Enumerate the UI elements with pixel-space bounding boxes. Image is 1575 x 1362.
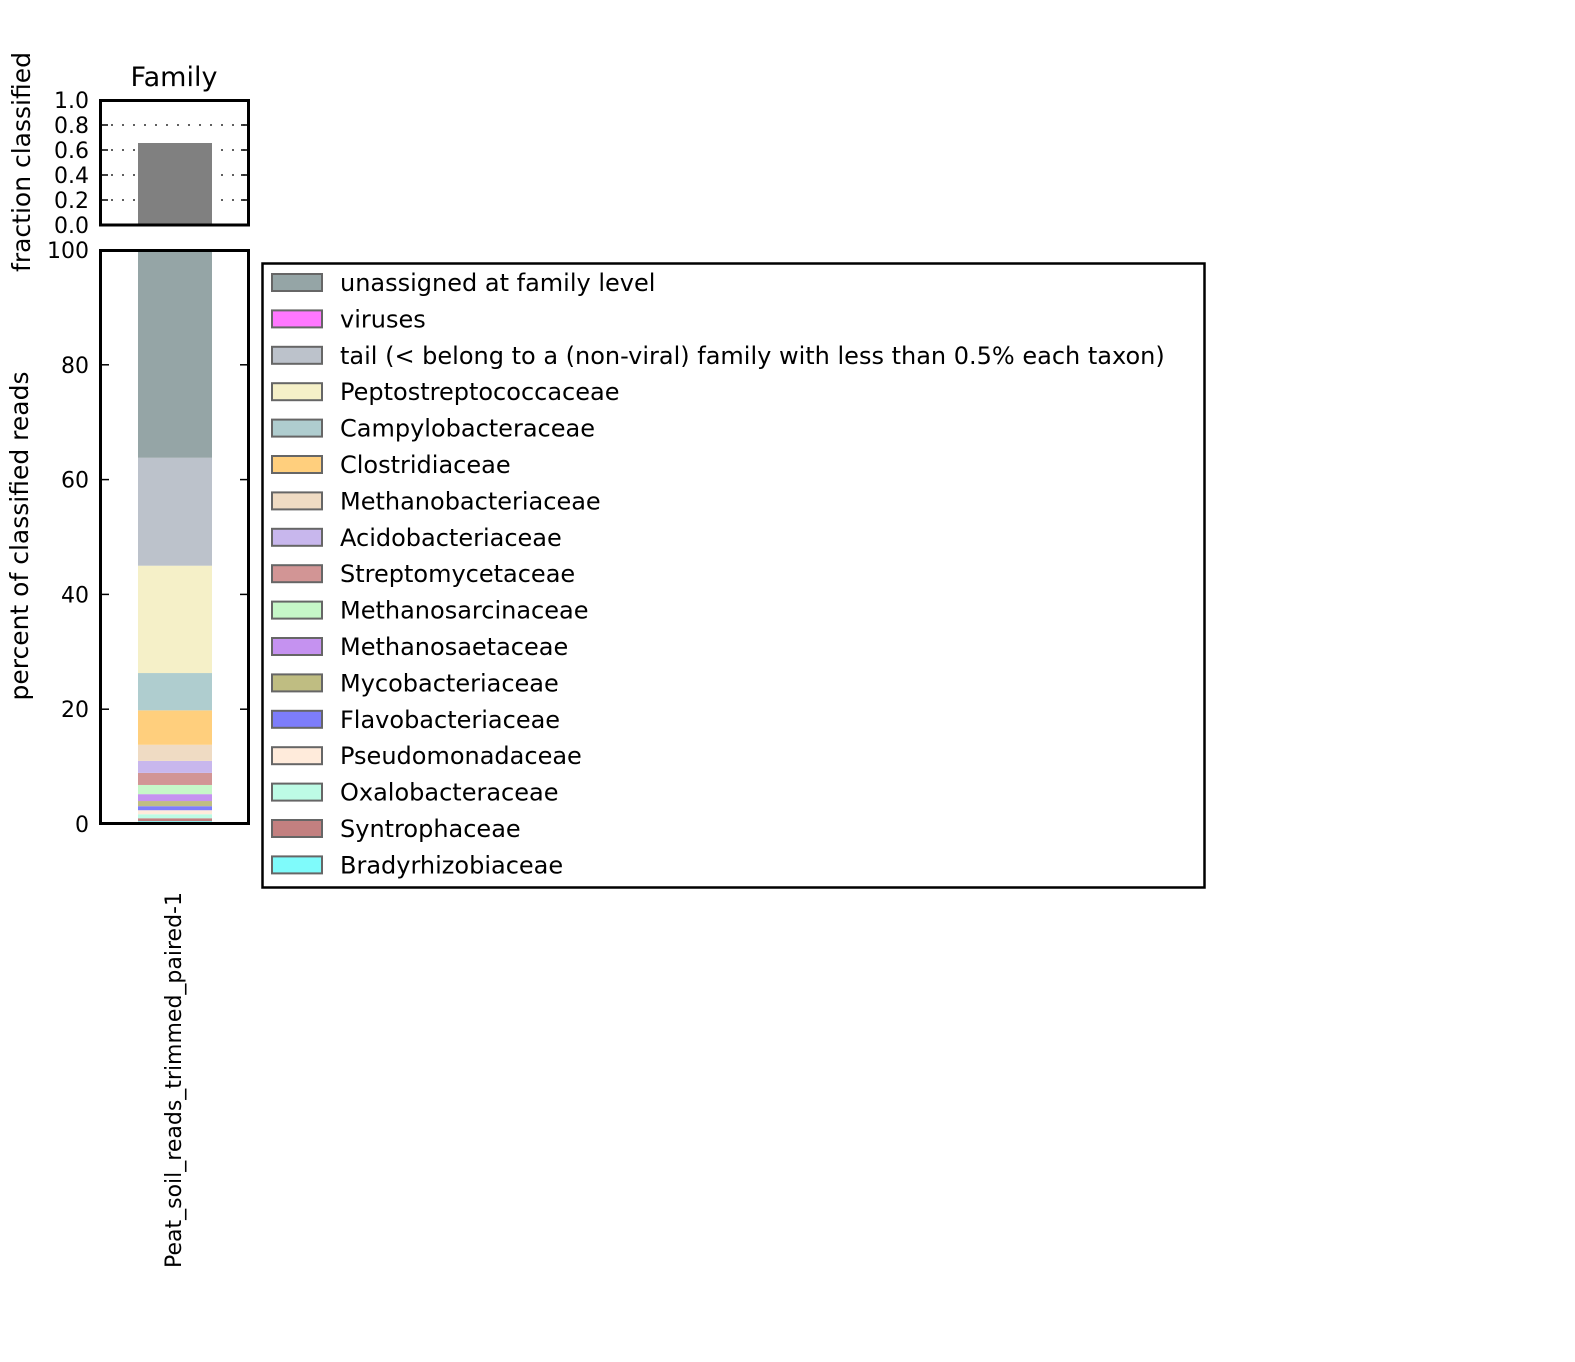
- bar-segment-pseudomonadaceae: [138, 810, 212, 815]
- legend-swatch: [271, 673, 323, 693]
- legend-label: Clostridiaceae: [340, 451, 511, 479]
- legend-item: Methanosarcinaceae: [271, 597, 588, 625]
- x-tick-label: Peat_soil_reads_trimmed_paired-1: [162, 892, 187, 1268]
- legend-swatch: [271, 527, 323, 547]
- legend-item: unassigned at family level: [271, 269, 655, 297]
- legend-label: Flavobacteriaceae: [340, 706, 560, 734]
- legend-label: Acidobacteriaceae: [340, 524, 562, 552]
- legend-frame: [261, 262, 1206, 889]
- top-y-ticks: 0.00.20.40.60.81.0: [54, 89, 249, 239]
- legend-item: Peptostreptococcaceae: [271, 378, 619, 406]
- y-tick-label: 0.0: [54, 214, 89, 239]
- legend-label: Pseudomonadaceae: [340, 742, 582, 770]
- legend-item: Methanobacteriaceae: [271, 487, 601, 515]
- bar-segment-methanobacteriaceae: [138, 744, 212, 761]
- legend-swatch: [271, 709, 323, 729]
- bottom-y-axis-label: percent of classified reads: [5, 371, 34, 700]
- bar-segment-methanosaetaceae: [138, 794, 212, 802]
- y-tick-label: 0.8: [54, 114, 89, 139]
- legend-swatch: [271, 382, 323, 402]
- bottom-plot-frame: [99, 249, 250, 825]
- legend-item: Clostridiaceae: [271, 451, 511, 479]
- legend-label: Bradyrhizobiaceae: [340, 851, 563, 879]
- bar-segment-streptomycetaceae: [138, 772, 212, 785]
- legend-item: tail (< belong to a (non-viral) family w…: [271, 342, 1165, 370]
- legend-item: Syntrophaceae: [271, 815, 521, 843]
- legend-label: viruses: [340, 305, 426, 333]
- bar-segment-oxalobacteraceae: [138, 814, 212, 819]
- legend-item: Bradyrhizobiaceae: [271, 851, 563, 879]
- legend-item: Flavobacteriaceae: [271, 706, 560, 734]
- legend-label: Methanobacteriaceae: [340, 487, 601, 515]
- y-tick-label: 1.0: [54, 89, 89, 114]
- legend-label: Methanosaetaceae: [340, 633, 568, 661]
- legend-swatch: [271, 782, 323, 802]
- bottom-y-ticks: 0 20 40 60 80 100: [47, 239, 249, 838]
- legend-item: Methanosaetaceae: [271, 633, 568, 661]
- y-tick-label: 0.6: [54, 139, 89, 164]
- legend-label: unassigned at family level: [340, 269, 655, 297]
- legend-swatch: [271, 637, 323, 656]
- fraction-bar: [138, 143, 212, 225]
- legend-swatch: [271, 819, 323, 838]
- legend-swatch: [271, 418, 323, 438]
- legend-label: tail (< belong to a (non-viral) family w…: [340, 342, 1165, 370]
- legend-swatch: [271, 600, 323, 620]
- y-tick-label: 0: [75, 813, 89, 838]
- legend-swatch: [271, 345, 323, 365]
- y-tick-label: 20: [61, 698, 89, 723]
- y-tick-label: 40: [61, 583, 89, 608]
- bar-segment-peptostreptococcaceae: [138, 565, 212, 674]
- y-tick-label: 80: [61, 354, 89, 379]
- bar-segment-flavobacteriaceae: [138, 806, 212, 811]
- legend-item: Pseudomonadaceae: [271, 742, 582, 770]
- y-tick-label: 60: [61, 469, 89, 494]
- legend-swatch: [271, 855, 323, 875]
- legend-swatch: [271, 309, 323, 329]
- stacked-bars: [138, 250, 212, 824]
- top-y-axis-label: fraction classified: [7, 52, 36, 272]
- legend-item: Streptomycetaceae: [271, 560, 575, 588]
- legend-swatch: [271, 746, 323, 766]
- bar-segment-campylobacteraceae: [138, 673, 212, 711]
- chart-title: Family: [131, 62, 218, 93]
- percent-classified-plot: 0 20 40 60 80 100 percent of classified reads…: [5, 239, 250, 1268]
- legend-swatch: [271, 273, 323, 292]
- bar-segment-unassigned-at-family-level: [138, 250, 212, 458]
- legend-item: Campylobacteraceae: [271, 415, 595, 443]
- legend-label: Streptomycetaceae: [340, 560, 575, 588]
- legend-item: viruses: [271, 305, 426, 333]
- bar-segment-syntrophaceae: [138, 818, 212, 822]
- legend-label: Syntrophaceae: [340, 815, 521, 843]
- legend-item: Oxalobacteraceae: [271, 779, 558, 807]
- legend-item: Mycobacteriaceae: [271, 669, 559, 697]
- legend-swatch: [271, 564, 323, 584]
- legend-label: Methanosarcinaceae: [340, 597, 588, 625]
- bar-segment-tail-belong-to-a-non-viral-family-with-less-than-0-5-each-taxon: [138, 457, 212, 566]
- legend-label: Oxalobacteraceae: [340, 779, 558, 807]
- bar-segment-acidobacteriaceae: [138, 760, 212, 773]
- top-bars: [138, 143, 212, 225]
- bar-segment-mycobacteriaceae: [138, 801, 212, 807]
- legend: unassigned at family level viruses tail (<…: [261, 262, 1206, 889]
- legend-label: Peptostreptococcaceae: [340, 378, 619, 406]
- fraction-classified-plot: Family 0.00.20.40.60.81.0 fraction class…: [7, 52, 250, 272]
- legend-label: Mycobacteriaceae: [340, 669, 559, 697]
- legend-swatch: [271, 491, 323, 511]
- bar-segment-methanosarcinaceae: [138, 784, 212, 795]
- legend-swatch: [271, 455, 323, 474]
- legend-label: Campylobacteraceae: [340, 415, 595, 443]
- legend-item: Acidobacteriaceae: [271, 524, 562, 552]
- top-plot-frame: [99, 99, 250, 227]
- bar-segment-clostridiaceae: [138, 710, 212, 745]
- y-tick-label: 0.2: [54, 189, 89, 214]
- legend-items: unassigned at family level viruses tail (<…: [271, 269, 1165, 879]
- y-tick-label: 0.4: [54, 164, 89, 189]
- y-tick-label: 100: [47, 239, 89, 264]
